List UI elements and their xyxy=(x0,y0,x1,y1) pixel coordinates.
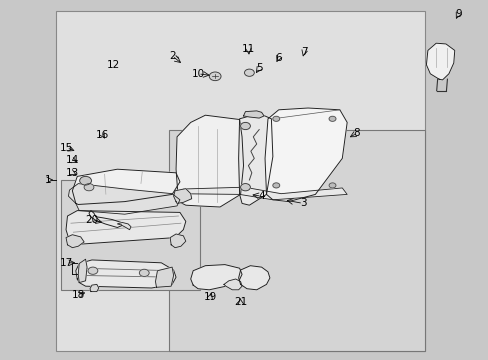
Polygon shape xyxy=(224,279,242,290)
Text: 13: 13 xyxy=(65,168,79,178)
Text: 19: 19 xyxy=(203,292,217,302)
Polygon shape xyxy=(176,187,346,202)
Circle shape xyxy=(139,269,149,276)
Text: 18: 18 xyxy=(71,290,85,300)
Text: 2: 2 xyxy=(168,51,175,61)
Text: 14: 14 xyxy=(65,155,79,165)
Bar xyxy=(168,130,425,351)
Circle shape xyxy=(240,184,250,191)
Polygon shape xyxy=(190,265,242,290)
Circle shape xyxy=(244,69,254,76)
Text: 16: 16 xyxy=(96,130,109,140)
Text: 11: 11 xyxy=(241,44,255,54)
Polygon shape xyxy=(78,259,87,283)
Text: 15: 15 xyxy=(60,143,73,153)
Circle shape xyxy=(84,184,94,191)
Polygon shape xyxy=(117,222,131,230)
Polygon shape xyxy=(170,234,185,248)
Text: 1: 1 xyxy=(44,175,51,185)
Text: 21: 21 xyxy=(233,297,247,307)
Polygon shape xyxy=(243,111,264,118)
Bar xyxy=(61,180,200,290)
Text: 5: 5 xyxy=(255,63,262,73)
Text: 10: 10 xyxy=(191,69,204,79)
Circle shape xyxy=(328,183,335,188)
Polygon shape xyxy=(72,169,180,204)
Circle shape xyxy=(209,72,221,81)
Polygon shape xyxy=(426,43,454,80)
Circle shape xyxy=(272,183,279,188)
Polygon shape xyxy=(89,211,123,228)
Bar xyxy=(56,11,425,351)
Circle shape xyxy=(328,116,335,121)
Text: 6: 6 xyxy=(275,53,282,63)
Circle shape xyxy=(88,267,98,274)
Circle shape xyxy=(240,122,250,130)
Circle shape xyxy=(80,176,91,185)
Text: 3: 3 xyxy=(299,198,306,208)
Polygon shape xyxy=(68,184,180,214)
Polygon shape xyxy=(176,115,243,207)
Text: 8: 8 xyxy=(353,128,360,138)
Text: 4: 4 xyxy=(258,191,264,201)
Text: 17: 17 xyxy=(60,258,73,268)
Text: 20: 20 xyxy=(85,215,98,225)
Polygon shape xyxy=(173,189,191,203)
Polygon shape xyxy=(238,113,272,205)
Polygon shape xyxy=(238,266,269,290)
Polygon shape xyxy=(66,235,84,248)
Polygon shape xyxy=(155,267,173,287)
Circle shape xyxy=(272,116,279,121)
Polygon shape xyxy=(66,211,185,245)
Polygon shape xyxy=(90,284,99,292)
Text: 9: 9 xyxy=(454,9,461,19)
Polygon shape xyxy=(76,260,176,288)
Polygon shape xyxy=(264,108,346,202)
Text: 7: 7 xyxy=(300,47,307,57)
Text: 12: 12 xyxy=(107,60,121,70)
